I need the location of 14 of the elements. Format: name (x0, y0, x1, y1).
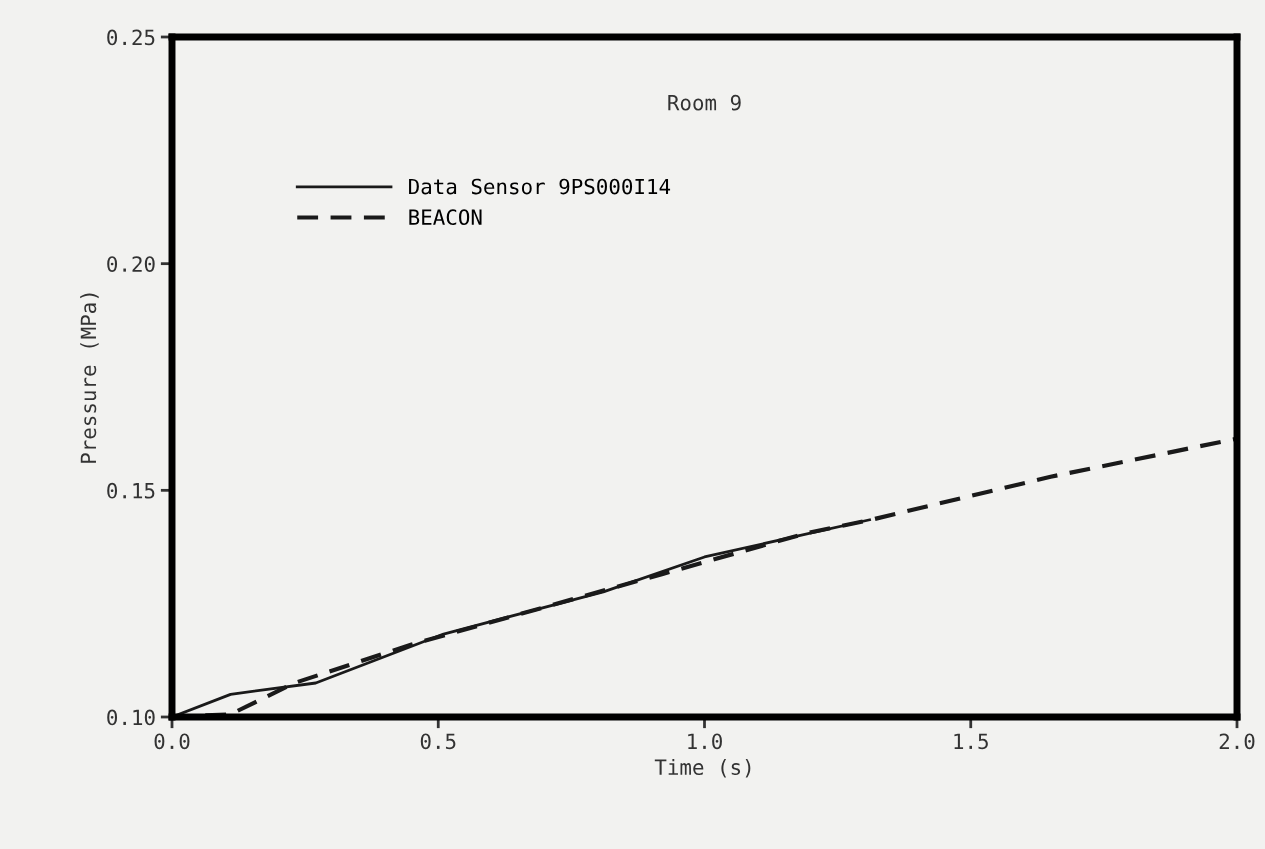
y-tick-label: 0.10 (107, 709, 155, 726)
y-tick-label: 0.25 (107, 29, 155, 46)
y-tick-label: 0.15 (107, 482, 155, 499)
x-axis-title: Time (s) (654, 758, 751, 778)
y-axis-title: Pressure (MPa) (80, 293, 99, 463)
legend-label: Data Sensor 9PS000I14 (409, 178, 671, 195)
x-tick-label: 0.0 (154, 733, 190, 750)
x-tick-label: 0.5 (420, 733, 456, 750)
x-tick-label: 1.5 (954, 733, 988, 750)
y-tick-label: 0.20 (107, 256, 155, 272)
x-tick-label: 1.0 (688, 733, 722, 750)
x-tick-label: 2.0 (1219, 733, 1255, 750)
text: Room 9 (668, 94, 741, 111)
legend-label: BEACON (409, 209, 482, 226)
